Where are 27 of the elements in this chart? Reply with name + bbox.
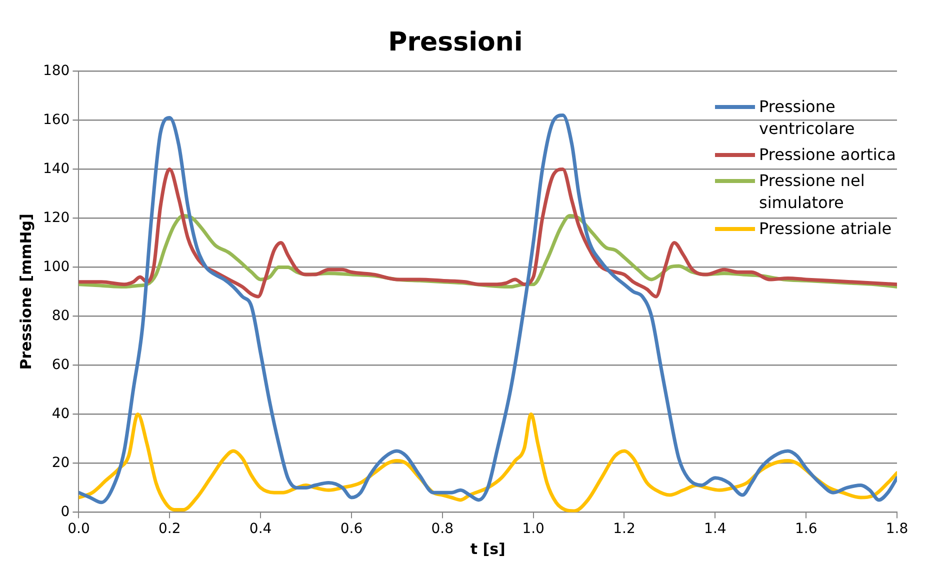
x-tick-label: 0.4: [249, 521, 272, 538]
legend-label: Pressione nel simulatore: [759, 170, 866, 214]
y-tick-label: 100: [42, 258, 70, 275]
x-tick-label: 1.0: [522, 521, 544, 538]
chart-title: Pressioni: [388, 27, 523, 58]
y-tick-label: 80: [52, 308, 70, 324]
y-tick-label: 120: [42, 210, 70, 226]
x-tick-label: 0.0: [68, 521, 90, 538]
x-tick-label: 0.2: [158, 521, 181, 538]
legend-label: Pressione aortica: [759, 144, 896, 166]
x-tick-label: 0.8: [431, 521, 454, 538]
y-tick-label: 0: [60, 504, 70, 520]
y-tick-label: 180: [42, 62, 70, 79]
y-tick-label: 40: [52, 406, 70, 422]
y-tick-label: 20: [52, 454, 70, 471]
legend-label: Pressione ventricolare: [759, 96, 856, 140]
y-tick-label: 60: [52, 356, 70, 373]
y-tick-label: 160: [42, 112, 70, 128]
x-tick-label: 1.4: [704, 521, 726, 538]
x-tick-label: 1.8: [886, 521, 908, 538]
y-tick-label: 140: [42, 160, 70, 177]
x-tick-label: 1.6: [794, 521, 818, 538]
x-tick-label: 1.2: [613, 521, 636, 538]
legend-label: Pressione atriale: [759, 218, 892, 240]
x-tick-label: 0.6: [340, 521, 363, 538]
y-axis-title: Pressione [mmHg]: [16, 214, 35, 370]
x-axis-title: t [s]: [470, 540, 506, 558]
